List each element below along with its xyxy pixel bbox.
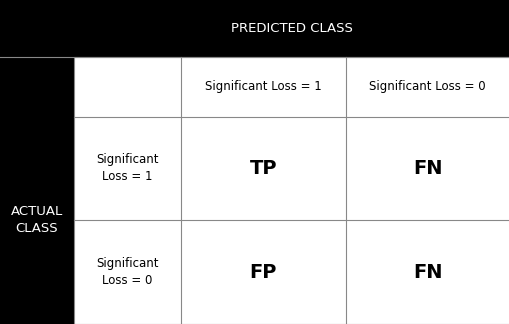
Bar bbox=[181, 220, 345, 324]
Text: TP: TP bbox=[249, 159, 276, 178]
Bar bbox=[345, 117, 509, 220]
Bar bbox=[74, 117, 181, 220]
Text: FP: FP bbox=[249, 263, 276, 282]
Bar bbox=[345, 220, 509, 324]
Text: Significant Loss = 1: Significant Loss = 1 bbox=[205, 80, 321, 93]
Bar bbox=[74, 57, 181, 117]
Text: Significant
Loss = 1: Significant Loss = 1 bbox=[96, 154, 158, 183]
Text: Significant
Loss = 0: Significant Loss = 0 bbox=[96, 257, 158, 287]
Bar bbox=[74, 57, 509, 324]
Bar bbox=[74, 220, 181, 324]
Text: FN: FN bbox=[412, 263, 442, 282]
Bar bbox=[345, 57, 509, 117]
Text: Significant Loss = 0: Significant Loss = 0 bbox=[369, 80, 485, 93]
Text: FN: FN bbox=[412, 159, 442, 178]
Text: ACTUAL
CLASS: ACTUAL CLASS bbox=[11, 205, 63, 235]
Bar bbox=[181, 57, 345, 117]
Bar bbox=[181, 117, 345, 220]
Text: PREDICTED CLASS: PREDICTED CLASS bbox=[231, 22, 352, 35]
